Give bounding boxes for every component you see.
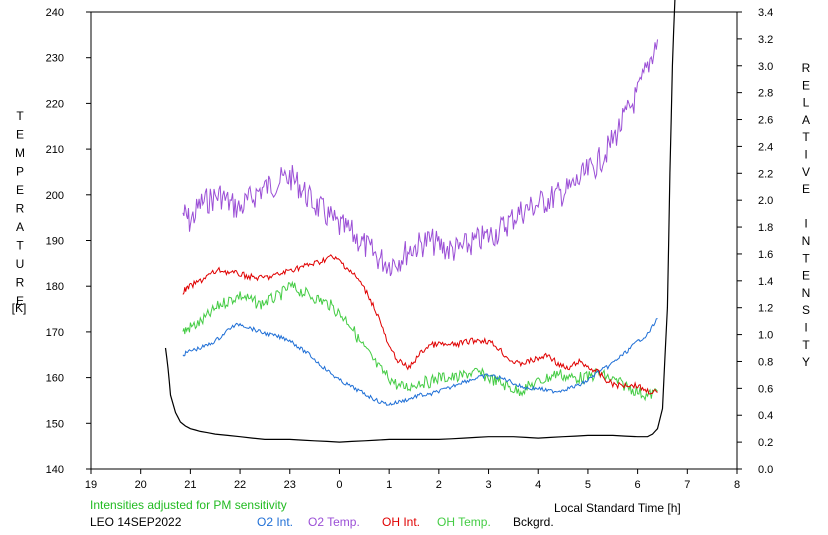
legend: O2 Int. O2 Temp. OH Int. OH Temp. Bckgrd. — [257, 515, 554, 529]
legend-item-oh-temp: OH Temp. — [437, 515, 491, 529]
y-right-tick-label: 2.6 — [758, 115, 773, 127]
y-right-tick-label: 0.6 — [758, 383, 773, 395]
y-right-tick-label: 2.4 — [758, 141, 773, 153]
x-tick-label: 19 — [85, 479, 97, 491]
axis-title-letter: E — [16, 128, 24, 142]
y-axis-left-unit: [K] — [12, 301, 27, 315]
y-left-tick-label: 210 — [46, 144, 64, 156]
y-right-tick-label: 2.8 — [758, 88, 773, 100]
y-right-tick-label: 1.4 — [758, 276, 773, 288]
y-right-tick-label: 1.6 — [758, 249, 773, 261]
axis-title-letter: E — [16, 183, 24, 197]
y-left-tick-label: 140 — [46, 464, 64, 476]
axis-title-letter — [804, 199, 807, 213]
y-right-tick-label: 1.8 — [758, 222, 773, 234]
axes — [86, 11, 742, 474]
y-left-tick-label: 150 — [46, 418, 64, 430]
axis-title-letter: E — [802, 78, 810, 92]
x-tick-label: 20 — [135, 479, 147, 491]
y-right-tick-label: 0.0 — [758, 464, 773, 476]
x-tick-label: 21 — [184, 479, 196, 491]
x-tick-label: 23 — [284, 479, 296, 491]
axis-title-letter: T — [802, 130, 810, 144]
station-label: LEO 14SEP2022 — [90, 515, 182, 529]
series-line-oh-temp — [182, 280, 658, 402]
axis-title-letter: S — [802, 303, 810, 317]
y-left-tick-label: 200 — [46, 190, 64, 202]
y-right-tick-label: 0.4 — [758, 410, 773, 422]
y-right-tick-label: 0.8 — [758, 356, 773, 368]
axis-title-letter: E — [16, 294, 24, 308]
axis-title-letter: N — [802, 234, 811, 248]
series-line-o2-int — [182, 318, 658, 406]
axis-title-letter: V — [802, 165, 810, 179]
y-left-tick-label: 220 — [46, 98, 64, 110]
series-line-bckgrd — [164, 0, 676, 443]
y-right-tick-label: 0.2 — [758, 437, 773, 449]
plot-area — [164, 0, 676, 443]
y-left-tick-label: 230 — [46, 53, 64, 65]
axis-title-letter: U — [16, 257, 25, 271]
axis-title-letter: R — [16, 276, 25, 290]
legend-item-o2-temp: O2 Temp. — [308, 515, 360, 529]
axis-title-letter: A — [16, 220, 24, 234]
y-right-tick-label: 3.2 — [758, 34, 773, 46]
axis-title-letter: I — [804, 217, 807, 231]
y-left-tick-label: 160 — [46, 373, 64, 385]
x-tick-label: 7 — [684, 479, 690, 491]
series-line-oh-int — [182, 254, 658, 395]
axis-title-letter: L — [803, 96, 810, 110]
axis-title-letter: T — [802, 338, 810, 352]
legend-item-oh-int: OH Int. — [382, 515, 420, 529]
axis-title-letter: T — [16, 239, 24, 253]
x-tick-label: 8 — [734, 479, 740, 491]
x-tick-label: 5 — [585, 479, 591, 491]
y-right-tick-label: 1.0 — [758, 330, 773, 342]
y-left-tick-label: 180 — [46, 281, 64, 293]
tick-labels: 19 20 21 22 23 0 1 2 3 4 5 6 7 8140150160170180190200… — [46, 7, 774, 491]
x-tick-label: 6 — [635, 479, 641, 491]
axis-title-letter: E — [802, 269, 810, 283]
axis-title-letter: M — [15, 146, 25, 160]
x-tick-label: 2 — [436, 479, 442, 491]
x-axis-title: Local Standard Time [h] — [554, 501, 681, 515]
y-right-tick-label: 1.2 — [758, 303, 773, 315]
legend-item-bckgrd: Bckgrd. — [513, 515, 554, 529]
axis-title-letter: A — [802, 113, 810, 127]
axis-title-letter: R — [802, 61, 811, 75]
x-tick-label: 22 — [234, 479, 246, 491]
pm-sensitivity-note: Intensities adjusted for PM sensitivity — [90, 498, 287, 512]
x-tick-label: 4 — [535, 479, 541, 491]
axis-title-letter: Y — [802, 355, 810, 369]
axis-title-letter: I — [804, 148, 807, 162]
axis-title-letter: T — [802, 251, 810, 265]
x-tick-label: 1 — [386, 479, 392, 491]
x-tick-label: 3 — [485, 479, 491, 491]
axis-title-letter: T — [16, 109, 24, 123]
axis-title-letter: P — [16, 165, 24, 179]
x-tick-label: 0 — [336, 479, 342, 491]
axis-title-letter: R — [16, 202, 25, 216]
axis-title-letter: E — [802, 182, 810, 196]
axis-title-letter: I — [804, 321, 807, 335]
y-right-tick-label: 3.4 — [758, 7, 773, 19]
y-right-tick-label: 2.2 — [758, 168, 773, 180]
y-left-tick-label: 240 — [46, 7, 64, 19]
y-left-tick-label: 190 — [46, 236, 64, 248]
y-right-tick-label: 3.0 — [758, 61, 773, 73]
y-left-tick-label: 170 — [46, 327, 64, 339]
legend-item-o2-int: O2 Int. — [257, 515, 293, 529]
y-right-tick-label: 2.0 — [758, 195, 773, 207]
axis-title-letter: N — [802, 286, 811, 300]
series-line-o2-temp — [182, 39, 658, 277]
